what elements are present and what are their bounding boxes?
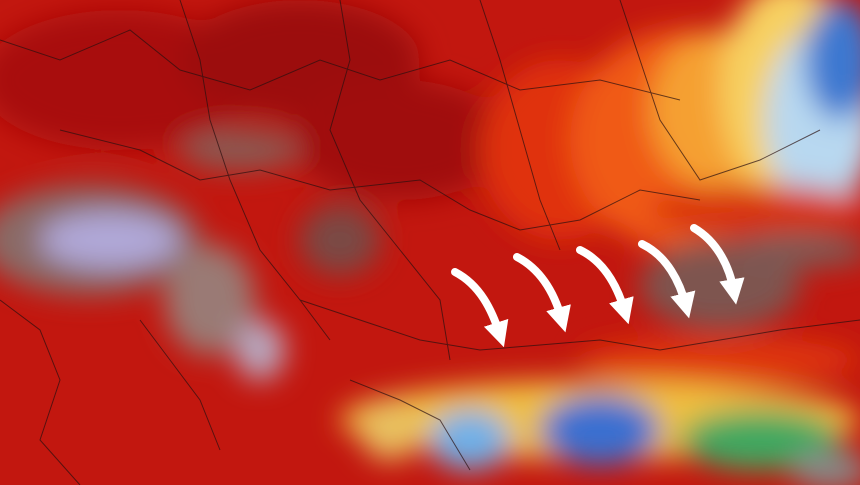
border — [619, 0, 821, 181]
zone — [180, 130, 300, 170]
zone — [650, 185, 860, 235]
border — [0, 29, 681, 101]
zone — [730, 232, 860, 268]
zone — [290, 80, 510, 200]
zone — [40, 212, 180, 268]
border — [59, 129, 701, 231]
zone — [805, 0, 860, 120]
arrow — [451, 268, 509, 348]
border — [0, 299, 81, 485]
arrow — [638, 240, 696, 319]
arrow — [513, 253, 571, 333]
border — [349, 379, 471, 471]
zone — [430, 410, 510, 470]
zone — [540, 395, 660, 465]
zone — [235, 320, 285, 380]
border — [479, 0, 561, 251]
zone — [790, 450, 860, 485]
border — [299, 299, 860, 351]
zone — [300, 205, 380, 275]
zone — [165, 245, 255, 355]
zone — [680, 410, 840, 470]
zone — [580, 338, 860, 382]
arrows — [451, 224, 745, 348]
zone — [360, 400, 420, 460]
arrow — [690, 224, 745, 305]
arrow — [576, 246, 634, 325]
border — [329, 0, 451, 361]
border — [139, 319, 221, 451]
